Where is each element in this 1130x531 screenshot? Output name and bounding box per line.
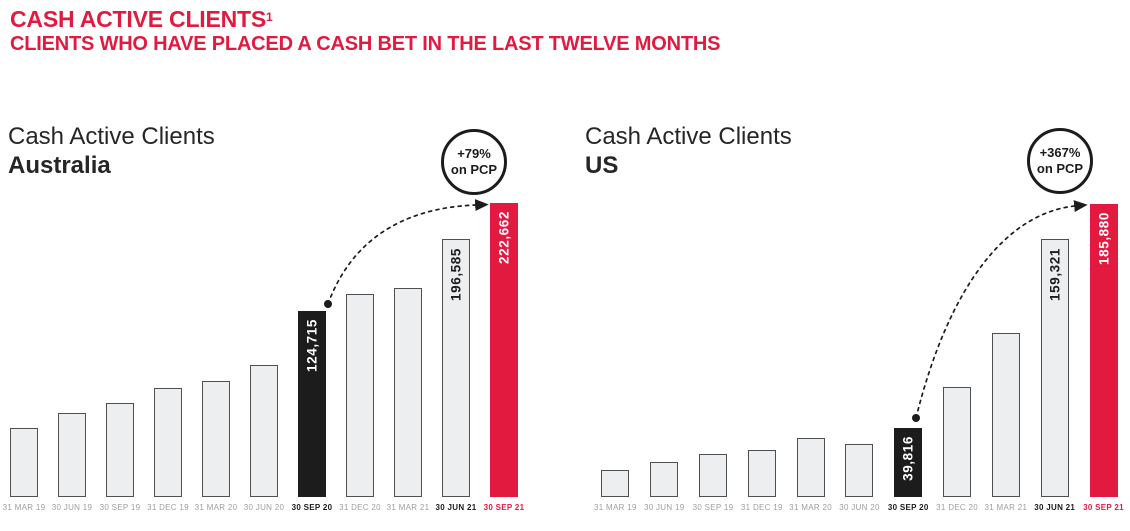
axis-tick: 31 MAR 21 [386,503,430,512]
bar-slot [689,454,738,497]
chart-title-block: Cash Active Clients Australia [8,122,215,181]
bar-30-jun-19 [58,413,86,497]
axis-tick: 30 SEP 19 [692,503,734,512]
bar-30-jun-19 [650,462,679,497]
bar-slot [786,438,835,497]
bar-slot: 222,662 [480,203,528,497]
bar-31-mar-21 [394,288,422,497]
bar-30-jun-20 [845,444,874,497]
bars: 124,715 196,585 222,662 [0,113,528,497]
growth-badge: +367% on PCP [1027,128,1093,194]
axis-tick: 31 MAR 21 [984,503,1028,512]
growth-caption: on PCP [1036,161,1084,176]
growth-badge: +79% on PCP [441,129,507,195]
axis-tick: 30 JUN 21 [1034,503,1076,512]
bar-slot [737,450,786,497]
axis-tick: 31 MAR 20 [789,503,833,512]
bar-value-label: 159,321 [1047,248,1063,301]
bar-slot [192,381,240,497]
axis-tick: 30 SEP 21 [483,503,525,512]
bar-31-dec-20 [943,387,972,497]
bar-slot [982,333,1031,497]
bar-slot [835,444,884,497]
axis-tick: 31 DEC 19 [740,503,783,512]
bar-slot [591,470,640,497]
bar-30-sep-19 [699,454,728,497]
bar-31-mar-20 [796,438,825,497]
axis-tick: 30 JUN 20 [243,503,285,512]
chart-region: US [585,152,619,180]
slide-header: CASH ACTIVE CLIENTS1 CLIENTS WHO HAVE PL… [10,7,720,55]
bar-slot: 159,321 [1030,239,1079,497]
chart-title: Cash Active Clients [8,123,215,150]
bar-slot: 185,880 [1079,204,1128,497]
bar-slot: 124,715 [288,311,336,497]
axis-tick: 31 MAR 19 [2,503,46,512]
axis-tick: 31 MAR 20 [194,503,238,512]
bar-31-mar-20 [202,381,230,497]
chart-us: Cash Active Clients US +367% on PCP 39,8… [585,113,1130,531]
bar-30-sep-20: 39,816 [894,428,923,497]
bar-31-mar-19 [601,470,630,497]
growth-percent: +367% [1039,145,1081,161]
bar-slot [0,428,48,497]
bar-value-label: 222,662 [496,211,512,264]
chart-title: Cash Active Clients [585,123,792,150]
bar-30-sep-19 [106,403,134,497]
page-title: CASH ACTIVE CLIENTS1 [10,7,720,31]
bar-slot [96,403,144,497]
bar-slot [384,288,432,497]
footnote-marker: 1 [266,10,273,24]
bar-30-jun-20 [250,365,278,497]
bar-30-sep-20: 124,715 [298,311,326,497]
growth-caption: on PCP [450,162,498,177]
bar-slot: 196,585 [432,239,480,497]
chart-title-block: Cash Active Clients US [585,122,792,181]
axis-tick: 31 MAR 19 [594,503,637,512]
bar-slot [48,413,96,497]
bar-slot [240,365,288,497]
axis-ticks: 31 MAR 19 30 JUN 19 30 SEP 19 31 DEC 19 31 M… [0,503,528,512]
bars: 39,816 159,321 185,880 [591,113,1128,497]
axis-tick: 31 DEC 19 [147,503,189,512]
bar-31-dec-19 [154,388,182,497]
bar-slot [640,462,689,497]
axis-tick: 30 JUN 21 [435,503,477,512]
axis-ticks: 31 MAR 19 30 JUN 19 30 SEP 19 31 DEC 19 31 M… [591,503,1128,512]
bar-slot [144,388,192,497]
axis-tick: 30 JUN 19 [51,503,93,512]
growth-percent: +79% [457,146,491,162]
bar-30-jun-21: 159,321 [1040,239,1069,497]
bar-value-label: 196,585 [448,248,464,301]
bar-30-sep-21: 185,880 [1089,204,1118,497]
bar-slot [336,294,384,497]
axis-tick: 30 SEP 20 [887,503,929,512]
bar-value-label: 39,816 [900,436,916,481]
bar-slot: 39,816 [884,428,933,497]
bar-31-mar-21 [991,333,1020,497]
axis-tick: 30 JUN 20 [839,503,880,512]
chart-region: Australia [8,152,111,180]
bar-value-label: 185,880 [1096,212,1112,265]
bar-30-jun-21: 196,585 [442,239,470,497]
bar-value-label: 124,715 [304,319,320,372]
axis-tick: 30 SEP 20 [291,503,333,512]
page-subtitle: CLIENTS WHO HAVE PLACED A CASH BET IN TH… [10,33,721,56]
bar-31-dec-20 [346,294,374,497]
axis-tick: 31 DEC 20 [339,503,381,512]
chart-australia: Cash Active Clients Australia +79% on PC… [0,113,545,531]
axis-tick: 30 SEP 21 [1083,503,1124,512]
page-title-text: CASH ACTIVE CLIENTS [10,6,267,32]
bar-31-mar-19 [10,428,38,497]
bar-31-dec-19 [747,450,776,497]
axis-tick: 31 DEC 20 [936,503,979,512]
bar-30-sep-21: 222,662 [490,203,518,497]
axis-tick: 30 SEP 19 [99,503,141,512]
axis-tick: 30 JUN 19 [643,503,685,512]
bar-slot [933,387,982,497]
